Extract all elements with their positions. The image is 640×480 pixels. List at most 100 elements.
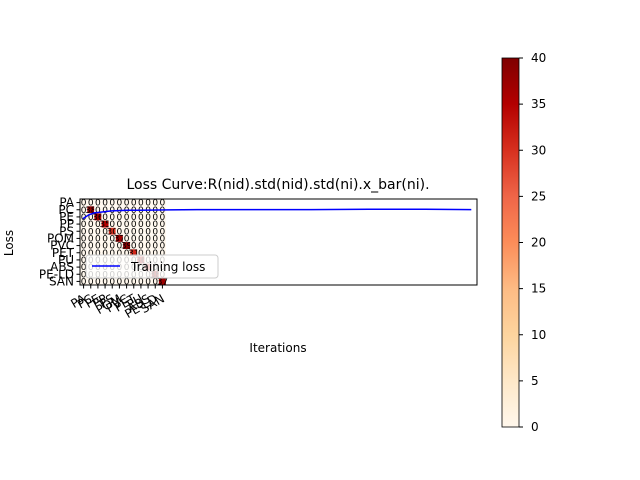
- y-tick-label: PU: [58, 253, 74, 267]
- heatmap-cell-value: 0: [131, 227, 137, 237]
- heatmap-cell-value: 0: [145, 234, 151, 244]
- heatmap-cell-value: 0: [102, 277, 108, 287]
- y-tick-label: PVC: [50, 239, 74, 253]
- heatmap-cell-value: 0: [152, 220, 158, 230]
- heatmap-cell-value: 0: [152, 249, 158, 259]
- heatmap-cell-value: 0: [109, 199, 115, 209]
- y-tick-label: PP: [60, 217, 74, 231]
- heatmap-cell-value: 0: [102, 213, 108, 223]
- heatmap-cell-value: 0: [124, 213, 130, 223]
- heatmap-cell-value: 0: [117, 249, 123, 259]
- heatmap-cell-value: 0: [95, 206, 101, 216]
- x-tick-label: PC: [75, 291, 96, 311]
- heatmap-cell-value: 0: [124, 199, 130, 209]
- heatmap-cell-value: 0: [109, 242, 115, 252]
- heatmap-cell-value: 0: [152, 242, 158, 252]
- x-tick-label: PP: [90, 291, 110, 310]
- heatmap-cell-value: 0: [88, 199, 94, 209]
- heatmap-cell-value: 0: [138, 242, 144, 252]
- heatmap-cell-value: 0: [102, 234, 108, 244]
- heatmap-cell-value: 0: [145, 242, 151, 252]
- y-tick-label: PET: [52, 246, 75, 260]
- y-tick-label: POM: [47, 231, 74, 245]
- colorbar-tick-label: 25: [531, 189, 546, 203]
- y-tick-label: PA: [59, 196, 74, 210]
- heatmap-cell-value: 0: [81, 263, 87, 273]
- heatmap-cell-value: 0: [138, 234, 144, 244]
- heatmap-cell-value: 0: [152, 199, 158, 209]
- heatmap-cell-value: 0: [81, 220, 87, 230]
- heatmap-cell-value: 0: [95, 220, 101, 230]
- heatmap-cell-value: 0: [138, 249, 144, 259]
- x-axis-label: Iterations: [249, 341, 306, 355]
- axes-frame: [79, 198, 478, 286]
- heatmap-cell-value: 0: [152, 227, 158, 237]
- heatmap-cell-value: 0: [152, 234, 158, 244]
- heatmap-cell-value: 39: [121, 242, 133, 252]
- heatmap-cell-value: 0: [138, 213, 144, 223]
- heatmap-cell-value: 0: [95, 249, 101, 259]
- heatmap-cell-value: 37: [114, 234, 125, 244]
- heatmap-cell-value: 0: [109, 220, 115, 230]
- heatmap-cell-value: 0: [124, 220, 130, 230]
- heatmap-cell-value: 0: [81, 234, 87, 244]
- y-tick-label: PE: [59, 210, 74, 224]
- heatmap-cell-value: 0: [131, 277, 137, 287]
- heatmap-cell-value: 0: [160, 227, 166, 237]
- heatmap-cell-value: 0: [109, 213, 115, 223]
- heatmap-cell-value: 0: [160, 242, 166, 252]
- y-tick-label: ABS: [50, 260, 74, 274]
- heatmap-cell-value: 0: [81, 256, 87, 266]
- chart-title: Loss Curve:R(nid).std(nid).std(ni).x_bar…: [126, 177, 429, 193]
- heatmap-cell-value: 0: [109, 277, 115, 287]
- x-tick-label: PA: [68, 291, 88, 311]
- heatmap-cell-value: 0: [160, 249, 166, 259]
- heatmap-cell-value: 0: [109, 234, 115, 244]
- heatmap-cell-value: 0: [160, 220, 166, 230]
- heatmap-cell-value: 37: [157, 277, 168, 287]
- heatmap-cell-value: 0: [88, 213, 94, 223]
- colorbar-tick-label: 0: [531, 420, 539, 434]
- heatmap-cell-value: 0: [88, 234, 94, 244]
- y-tick-label: SAN: [49, 274, 74, 288]
- heatmap-cell-value: 0: [152, 277, 158, 287]
- heatmap-cell-value: 0: [95, 227, 101, 237]
- heatmap-cell-value: 35: [99, 220, 110, 230]
- colorbar-tick-label: 40: [531, 51, 546, 65]
- heatmap-cell-value: 38: [85, 206, 97, 216]
- heatmap-cell-value: 0: [88, 220, 94, 230]
- heatmap-cell-value: 0: [124, 234, 130, 244]
- heatmap-cell-value: 0: [81, 206, 87, 216]
- y-tick-label: PC: [58, 203, 74, 217]
- colorbar: 0 5 10 15 20 25 30 35 40: [501, 51, 546, 434]
- heatmap-cell-value: 0: [88, 277, 94, 287]
- heatmap-cell-value: 0: [81, 270, 87, 280]
- heatmap-cell-value: 0: [102, 199, 108, 209]
- x-tick-label: PE: [83, 291, 103, 311]
- legend-label: Training loss: [130, 260, 205, 274]
- heatmap-cell-value: 0: [160, 206, 166, 216]
- heatmap-cell-value: 0: [81, 277, 87, 287]
- heatmap-cell-value: 0: [117, 220, 123, 230]
- heatmap-cell-value: 0: [131, 213, 137, 223]
- heatmap-cell-value: 0: [95, 277, 101, 287]
- heatmap-cell-value: 0: [138, 277, 144, 287]
- heatmap-cell-value: 0: [117, 213, 123, 223]
- heatmap-cell-value: 0: [102, 242, 108, 252]
- heatmap-cell-value: 0: [117, 199, 123, 209]
- heatmap-cell-value: 0: [145, 213, 151, 223]
- heatmap-cell-value: 0: [88, 242, 94, 252]
- y-axis-label: Loss: [2, 230, 16, 256]
- y-tick-label: PS: [59, 224, 74, 238]
- colorbar-tick-label: 15: [531, 282, 546, 296]
- legend-box: [85, 254, 219, 279]
- colorbar-tick-label: 5: [531, 374, 539, 388]
- heatmap-cell-value: 0: [88, 227, 94, 237]
- heatmap-cell-value: 0: [95, 242, 101, 252]
- heatmap-cell-value: 0: [81, 199, 87, 209]
- heatmap-cell-value: 0: [131, 234, 137, 244]
- heatmap-cell-value: 0: [160, 199, 166, 209]
